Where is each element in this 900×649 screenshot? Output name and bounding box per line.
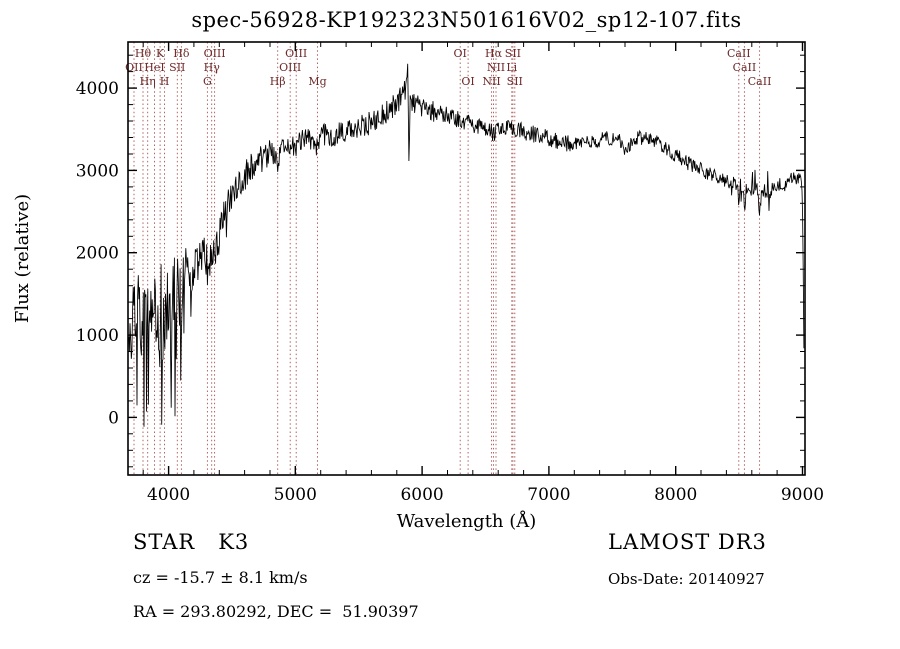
footer-annotations: STAR K3 LAMOST DR3 cz = -15.7 ± 8.1 km/s… — [0, 518, 900, 649]
y-tick-label: 2000 — [76, 244, 119, 264]
spectral-line-label: Mg — [308, 75, 326, 88]
spectrum-trace — [128, 63, 805, 427]
spectral-line-label: Li — [506, 61, 517, 74]
spectral-line-label: OIII — [279, 61, 301, 74]
spectral-line-label: H — [160, 75, 170, 88]
spectral-line-label: Hβ — [270, 75, 286, 88]
y-tick-label: 4000 — [76, 79, 119, 99]
spectral-line-label: OII — [125, 61, 143, 74]
spectral-line-label: CaII — [727, 47, 751, 60]
spectral-line-label: NII — [487, 61, 505, 74]
spectral-line-label: K — [156, 47, 165, 60]
y-axis-label: Flux (relative) — [12, 194, 33, 323]
y-tick-label: 3000 — [76, 161, 119, 181]
spectral-line-label: Hδ — [173, 47, 190, 60]
y-tick-label: 1000 — [76, 326, 119, 346]
x-tick-label: 9000 — [781, 485, 824, 505]
survey-label: LAMOST DR3 — [608, 530, 767, 554]
spectral-line-label: OI — [454, 47, 467, 60]
spectral-line-label: CaII — [733, 61, 757, 74]
spectral-line-label: Hα — [485, 47, 503, 60]
x-tick-label: 4000 — [147, 485, 190, 505]
axis-box — [127, 41, 806, 476]
obs-date-label: Obs-Date: 20140927 — [608, 570, 765, 588]
spectral-line-label: OIII — [204, 47, 226, 60]
spectral-line-label: SII — [169, 61, 185, 74]
spectral-line-label: SII — [505, 47, 521, 60]
spectral-line-label: NII — [482, 75, 500, 88]
spectral-line-label: SII — [507, 75, 523, 88]
spectral-line-label: HeI — [144, 61, 164, 74]
spectral-line-label: OIII — [285, 47, 307, 60]
x-tick-label: 7000 — [527, 485, 570, 505]
x-axis-label: Wavelength (Å) — [397, 510, 537, 532]
x-tick-label: 5000 — [274, 485, 317, 505]
spectral-line-label: OI — [461, 75, 474, 88]
spectral-line-label: G — [203, 75, 212, 88]
spectral-line-label: Hη — [140, 75, 156, 88]
spectral-line-label: CaII — [748, 75, 772, 88]
x-tick-label: 8000 — [654, 485, 697, 505]
spectral-line-label: Hθ — [135, 47, 152, 60]
ra-dec-label: RA = 293.80292, DEC = 51.90397 — [133, 602, 419, 621]
x-tick-label: 6000 — [400, 485, 443, 505]
plot-title: spec-56928-KP192323N501616V02_sp12-107.f… — [191, 8, 742, 32]
y-tick-label: 0 — [108, 408, 119, 428]
star-type-label: STAR K3 — [133, 530, 250, 554]
radial-velocity-label: cz = -15.7 ± 8.1 km/s — [133, 568, 308, 587]
spectral-line-label: Hγ — [204, 61, 221, 74]
